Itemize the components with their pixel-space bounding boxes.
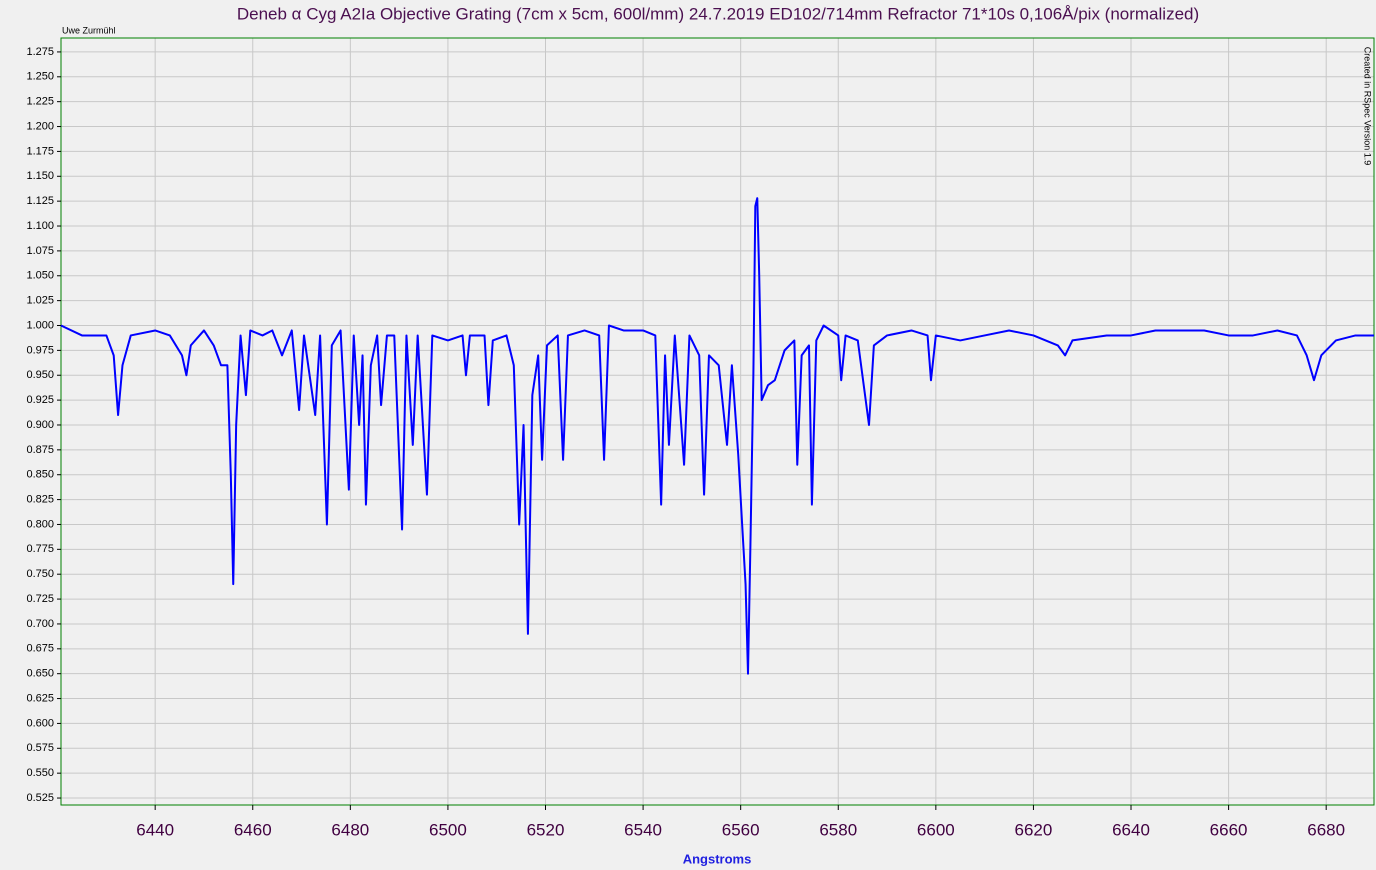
y-tick-label: 0.975 [26,344,54,356]
plot-frame [60,37,1375,806]
y-tick-label: 0.600 [26,717,54,729]
x-tick-label: 6500 [429,820,467,839]
y-tick-label: 0.650 [26,668,54,680]
y-tick-label: 0.875 [26,444,54,456]
x-tick-label: 6520 [527,820,565,839]
x-tick-label: 6540 [624,820,662,839]
chart-title: Deneb α Cyg A2Ia Objective Grating (7cm … [237,4,1199,23]
y-tick-label: 0.900 [26,419,54,431]
x-tick-label: 6460 [234,820,272,839]
y-tick-label: 1.125 [26,195,54,207]
x-tick-label: 6580 [819,820,857,839]
y-tick-label: 1.075 [26,245,54,257]
x-tick-label: 6480 [331,820,369,839]
y-tick-label: 1.025 [26,295,54,307]
y-tick-label: 1.225 [26,96,54,108]
y-tick-label: 0.675 [26,643,54,655]
y-tick-label: 1.100 [26,220,54,232]
y-tick-label: 0.750 [26,568,54,580]
y-tick-label: 0.575 [26,742,54,754]
y-tick-label: 1.150 [26,170,54,182]
y-tick-label: 0.725 [26,593,54,605]
x-tick-label: 6440 [136,820,174,839]
x-tick-label: 6660 [1210,820,1248,839]
x-tick-label: 6620 [1015,820,1053,839]
x-tick-label: 6560 [722,820,760,839]
author: Uwe Zurmühl [62,25,116,35]
y-tick-label: 0.925 [26,394,54,406]
grid [61,38,1374,805]
y-tick-label: 0.525 [26,792,54,804]
spectrum-line [60,197,1374,675]
y-tick-label: 0.800 [26,518,54,530]
y-tick-label: 1.000 [26,319,54,331]
y-tick-label: 1.200 [26,120,54,132]
y-tick-label: 0.700 [26,618,54,630]
y-tick-label: 0.625 [26,692,54,704]
credit: Created in RSpec Version 1.9 [1363,47,1373,166]
y-tick-label: 0.850 [26,469,54,481]
y-tick-label: 0.550 [26,767,54,779]
y-tick-label: 0.950 [26,369,54,381]
y-tick-label: 1.175 [26,145,54,157]
y-tick-label: 0.775 [26,543,54,555]
x-tick-label: 6640 [1112,820,1150,839]
x-axis-label: Angstroms [683,851,752,866]
x-tick-label: 6600 [917,820,955,839]
y-tick-label: 1.275 [26,46,54,58]
x-tick-label: 6680 [1307,820,1345,839]
y-tick-label: 1.250 [26,71,54,83]
y-tick-label: 0.825 [26,493,54,505]
y-tick-label: 1.050 [26,270,54,282]
